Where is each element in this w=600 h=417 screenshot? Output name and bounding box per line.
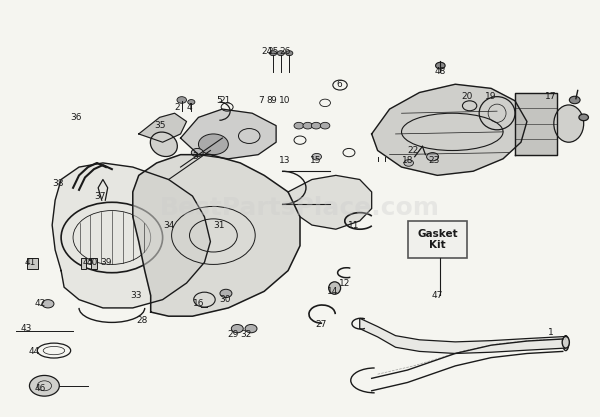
Text: 38: 38 (52, 179, 64, 188)
Circle shape (320, 122, 330, 129)
Circle shape (427, 153, 439, 161)
Text: 3: 3 (193, 152, 199, 161)
Text: 34: 34 (163, 221, 174, 230)
Circle shape (199, 134, 229, 155)
Circle shape (277, 51, 284, 55)
Circle shape (188, 100, 195, 105)
Polygon shape (52, 163, 211, 308)
Bar (91, 258, 97, 269)
Polygon shape (181, 109, 276, 159)
Circle shape (579, 114, 589, 121)
Text: 6: 6 (336, 80, 341, 89)
Text: BestPartsPlace.com: BestPartsPlace.com (160, 196, 440, 221)
Circle shape (29, 375, 59, 396)
Text: 2: 2 (175, 103, 181, 111)
Text: 23: 23 (428, 156, 440, 166)
Text: 1: 1 (548, 328, 554, 337)
Text: 44: 44 (29, 347, 40, 356)
Text: 16: 16 (193, 299, 204, 308)
Text: 4: 4 (187, 103, 193, 111)
Polygon shape (371, 84, 527, 176)
Text: 26: 26 (280, 47, 291, 55)
Text: 36: 36 (70, 113, 82, 122)
Text: 15: 15 (310, 156, 322, 166)
Text: 47: 47 (431, 291, 443, 300)
Polygon shape (515, 93, 557, 155)
Text: 10: 10 (280, 96, 291, 106)
Text: 18: 18 (402, 156, 413, 166)
Text: 46: 46 (35, 384, 46, 393)
Text: 13: 13 (280, 156, 291, 166)
Circle shape (191, 148, 203, 157)
FancyBboxPatch shape (407, 221, 467, 258)
Circle shape (569, 96, 580, 104)
Text: 8: 8 (266, 96, 272, 106)
Text: 32: 32 (241, 330, 252, 339)
Circle shape (245, 324, 257, 333)
Text: 11: 11 (348, 221, 359, 230)
Circle shape (232, 324, 243, 333)
Ellipse shape (554, 105, 584, 142)
Text: 28: 28 (136, 316, 148, 325)
Text: 24: 24 (262, 47, 273, 55)
Circle shape (294, 122, 304, 129)
Text: 40: 40 (86, 258, 98, 267)
Circle shape (436, 62, 445, 69)
Polygon shape (133, 155, 300, 316)
Text: 35: 35 (154, 121, 166, 130)
Circle shape (42, 300, 54, 308)
Text: 37: 37 (94, 191, 106, 201)
Text: 43: 43 (21, 324, 32, 333)
Polygon shape (139, 113, 187, 142)
Text: 17: 17 (545, 92, 557, 101)
Bar (82, 258, 86, 269)
Circle shape (286, 51, 293, 55)
Text: 22: 22 (408, 146, 419, 155)
Text: 39: 39 (100, 258, 112, 267)
Text: 31: 31 (214, 221, 225, 230)
Text: 12: 12 (339, 279, 350, 288)
Text: 33: 33 (130, 291, 142, 300)
Text: 20: 20 (461, 92, 473, 101)
Circle shape (404, 160, 413, 166)
Text: 14: 14 (327, 287, 338, 296)
Text: Gasket
Kit: Gasket Kit (417, 229, 458, 250)
PathPatch shape (360, 318, 566, 354)
Circle shape (311, 122, 321, 129)
Text: 30: 30 (220, 295, 231, 304)
Text: 27: 27 (315, 320, 326, 329)
Text: 19: 19 (485, 92, 497, 101)
Text: 9: 9 (270, 96, 276, 106)
Text: 41: 41 (25, 258, 36, 267)
Text: 25: 25 (268, 47, 279, 55)
Bar (27, 258, 38, 269)
Circle shape (269, 51, 277, 55)
Text: 5: 5 (217, 96, 222, 106)
Text: 48: 48 (434, 67, 446, 76)
Circle shape (312, 153, 322, 160)
Circle shape (303, 122, 313, 129)
Text: 21: 21 (220, 96, 231, 106)
Text: 42: 42 (35, 299, 46, 308)
Ellipse shape (562, 337, 569, 348)
Text: 45: 45 (82, 258, 94, 267)
Ellipse shape (151, 132, 178, 156)
Text: 7: 7 (259, 96, 264, 106)
Polygon shape (288, 176, 371, 229)
Circle shape (220, 289, 232, 298)
Circle shape (177, 97, 187, 103)
Ellipse shape (329, 282, 341, 294)
Text: 29: 29 (227, 330, 239, 339)
